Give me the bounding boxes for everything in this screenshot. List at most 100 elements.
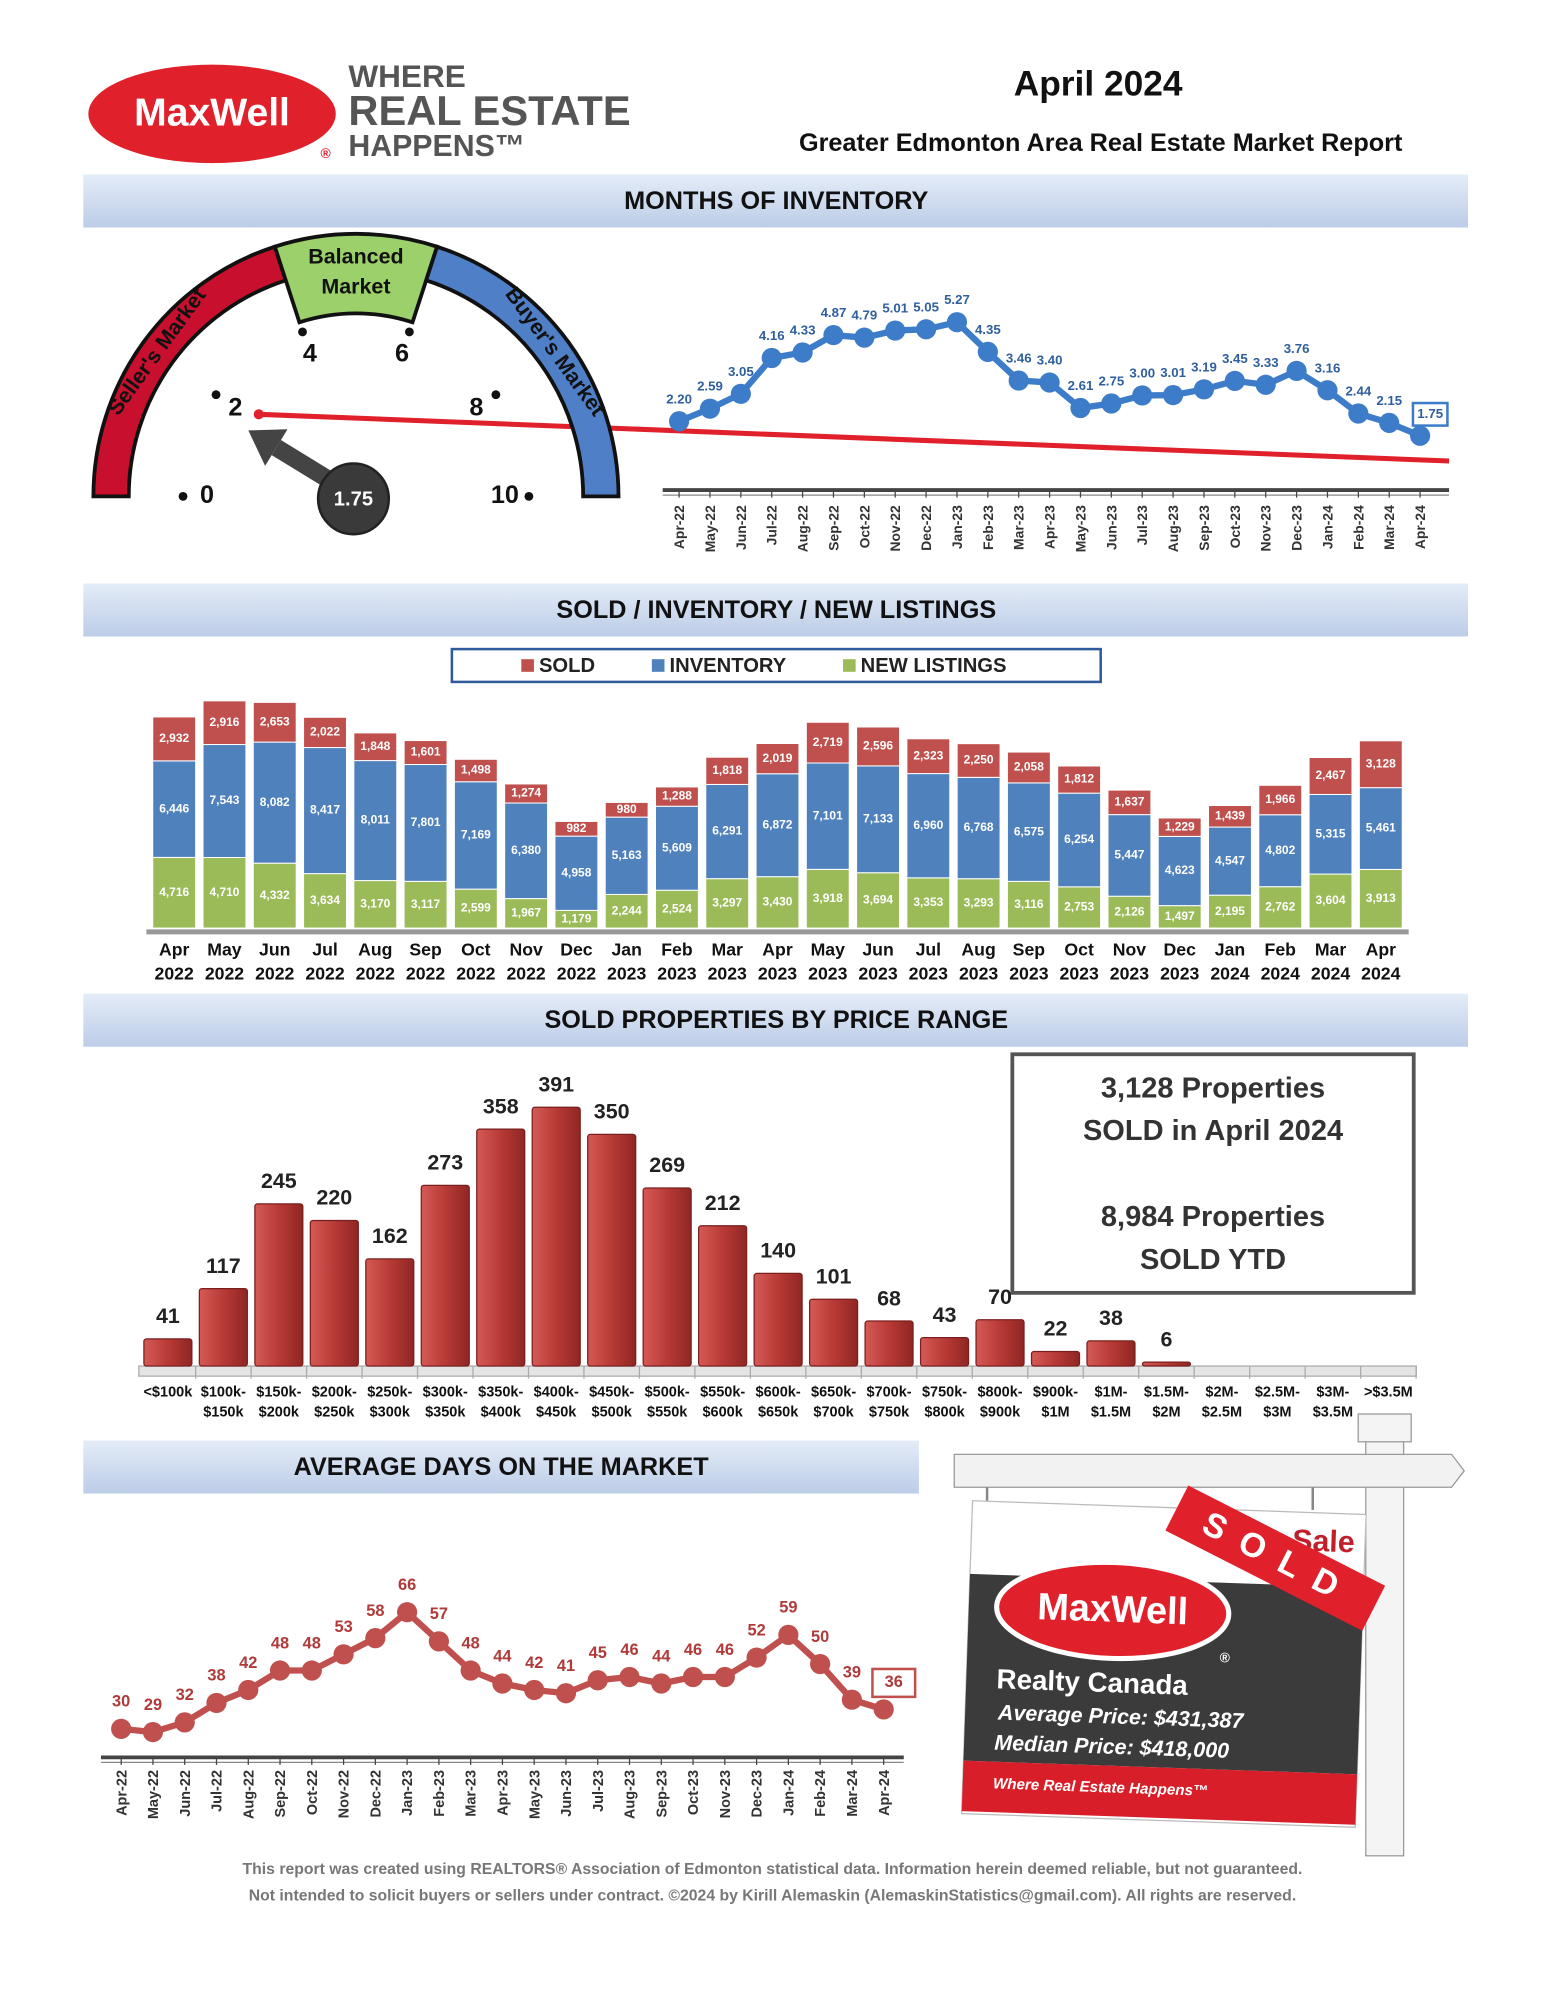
data-label: 29 — [144, 1696, 162, 1714]
segment-label: 1,497 — [1165, 909, 1195, 923]
point — [397, 1602, 418, 1623]
x-tick-label: Mar-24 — [1381, 505, 1397, 550]
sold-banner — [1165, 1485, 1386, 1631]
data-label: 43 — [933, 1303, 957, 1327]
logo-mark: ® — [321, 145, 332, 161]
x-tick-label: Feb-24 — [813, 1770, 829, 1817]
data-label: 3.16 — [1315, 360, 1341, 375]
bar-segment — [856, 726, 901, 767]
x-tick-label: 2023 — [959, 963, 998, 983]
sign-mark: ® — [1219, 1649, 1231, 1665]
summary-line: SOLD YTD — [1140, 1244, 1286, 1276]
bar-segment — [956, 878, 1001, 929]
point — [682, 1666, 704, 1688]
data-label: 4.87 — [821, 305, 847, 320]
legend-label: SOLD — [539, 655, 595, 677]
data-label: 66 — [398, 1576, 416, 1594]
bar-segment — [152, 760, 197, 858]
x-tick-label: 2023 — [607, 963, 646, 983]
x-tick-label: May-22 — [702, 505, 718, 552]
x-tick-label: Nov-22 — [887, 505, 903, 552]
crossbar — [953, 1453, 1466, 1488]
x-tick-label: Jun-23 — [1103, 505, 1119, 550]
tagline: HAPPENS™ — [348, 130, 525, 163]
data-label: 48 — [271, 1634, 289, 1652]
x-tick-label: $2M- — [1205, 1384, 1238, 1400]
bar-segment — [453, 758, 498, 783]
data-label: 46 — [716, 1641, 734, 1659]
segment-label: 4,547 — [1215, 853, 1245, 867]
bar-segment — [303, 747, 347, 875]
bar-segment — [805, 868, 850, 929]
x-tick-label: 2023 — [909, 963, 948, 983]
x-tick-label: $3M- — [1316, 1384, 1349, 1400]
data-label: 38 — [207, 1667, 225, 1685]
data-label: 391 — [538, 1073, 574, 1097]
data-label: 5.05 — [913, 299, 939, 314]
x-axis — [138, 1365, 1417, 1377]
x-tick-label: $400k- — [534, 1384, 579, 1400]
point — [1348, 403, 1369, 424]
tagline: WHERE — [348, 58, 465, 94]
gauge-zone — [423, 244, 621, 499]
segment-label: 6,446 — [159, 801, 189, 815]
point — [885, 320, 906, 341]
data-label: 3.45 — [1222, 351, 1248, 366]
segment-label: 2,467 — [1316, 768, 1346, 782]
segment-label: 1,637 — [1114, 795, 1144, 809]
x-tick-label: Jul-22 — [210, 1770, 226, 1812]
segment-label: 2,753 — [1064, 900, 1094, 914]
bar-segment — [1308, 793, 1353, 875]
point — [699, 398, 721, 419]
bar-segment — [403, 740, 448, 766]
point — [1039, 372, 1060, 393]
bar-segment — [202, 744, 247, 859]
segment-label: 8,417 — [310, 803, 340, 817]
x-tick-label: Aug — [961, 939, 995, 959]
data-label: 52 — [747, 1621, 765, 1639]
segment-label: 2,596 — [863, 739, 893, 753]
x-tick-label: $350k- — [478, 1384, 523, 1400]
point — [1008, 370, 1029, 391]
x-tick-label: <$100k — [143, 1384, 193, 1400]
data-label: 58 — [366, 1602, 384, 1620]
data-label: 212 — [705, 1191, 741, 1215]
data-label: 1.75 — [1417, 406, 1443, 421]
segment-label: 6,380 — [511, 843, 541, 857]
x-tick-label: May-23 — [527, 1770, 543, 1819]
bar-segment — [1208, 894, 1252, 929]
trend-dot — [253, 409, 264, 420]
bar-segment — [1057, 792, 1102, 888]
data-label: 32 — [176, 1686, 194, 1704]
bar — [198, 1287, 248, 1367]
x-tick-label: $3.5M — [1313, 1405, 1353, 1421]
x-tick-label: Jun-23 — [559, 1770, 575, 1817]
segment-label: 2,653 — [260, 714, 290, 728]
summary-box — [1010, 1052, 1416, 1295]
summary-line: 3,128 Properties — [1101, 1072, 1325, 1104]
point — [619, 1666, 640, 1688]
report-title: April 2024 — [1014, 64, 1183, 103]
gauge-tick — [491, 390, 501, 400]
segment-label: 1,966 — [1265, 792, 1295, 806]
segment-label: 3,297 — [712, 896, 742, 910]
x-tick-label: Apr-24 — [877, 1770, 893, 1816]
bar-segment — [353, 732, 398, 762]
data-label: 44 — [652, 1647, 671, 1665]
data-label: 117 — [206, 1254, 241, 1278]
segment-label: 7,133 — [863, 811, 893, 825]
x-tick-label: $250k — [314, 1405, 355, 1421]
x-tick-label: Feb — [1265, 939, 1297, 959]
x-tick-label: Aug-22 — [795, 505, 811, 552]
label-box — [1411, 401, 1449, 427]
x-tick-label: $2.5M — [1202, 1405, 1242, 1421]
segment-label: 3,913 — [1366, 891, 1396, 905]
x-tick-label: Mar-24 — [845, 1770, 861, 1817]
x-tick-label: $300k- — [423, 1384, 468, 1400]
sign-company: Realty Canada — [996, 1663, 1189, 1701]
segment-label: 4,716 — [159, 885, 189, 899]
x-tick-label: Feb-24 — [1350, 505, 1366, 550]
data-label: 48 — [462, 1634, 480, 1652]
bar-segment — [1308, 873, 1353, 929]
